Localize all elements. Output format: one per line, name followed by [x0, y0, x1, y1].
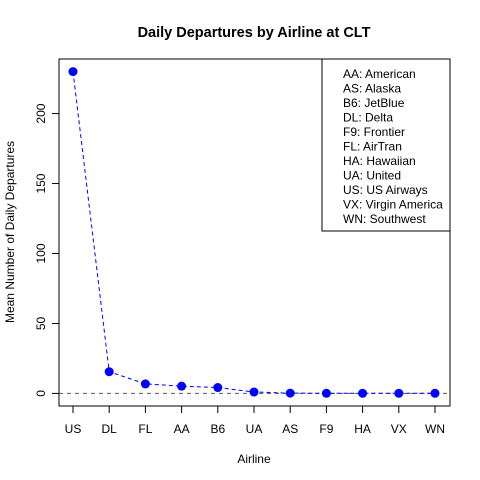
data-point-ha: [358, 389, 367, 398]
y-tick-label: 50: [34, 316, 48, 330]
legend-entry: UA: United: [343, 169, 401, 183]
y-axis-label: Mean Number of Daily Departures: [3, 141, 17, 323]
data-point-f9: [322, 389, 331, 398]
data-point-aa: [177, 382, 186, 391]
x-tick-label: WN: [425, 422, 445, 436]
data-point-dl: [105, 367, 114, 376]
x-tick-label: DL: [102, 422, 118, 436]
y-axis: 0 50 100 150 200: [34, 103, 59, 397]
x-tick-label: AS: [282, 422, 298, 436]
legend-entry: FL: AirTran: [343, 140, 402, 154]
chart-title: Daily Departures by Airline at CLT: [138, 25, 371, 41]
data-point-b6: [213, 383, 222, 392]
data-point-fl: [141, 379, 150, 388]
data-point-as: [286, 389, 295, 398]
x-tick-label: US: [65, 422, 82, 436]
y-tick-label: 150: [34, 173, 48, 193]
x-tick-label: AA: [174, 422, 190, 436]
legend-entry: WN: Southwest: [343, 212, 426, 226]
x-axis: US DL FL AA B6 UA AS F9 HA VX WN: [65, 406, 445, 436]
data-point-ua: [250, 388, 259, 397]
legend-entry: AS: Alaska: [343, 82, 401, 96]
legend-entry: DL: Delta: [343, 111, 393, 125]
data-point-vx: [394, 389, 403, 398]
legend-entry: F9: Frontier: [343, 125, 405, 139]
legend-entry: AA: American: [343, 67, 416, 81]
x-axis-label: Airline: [237, 452, 271, 466]
x-tick-label: F9: [319, 422, 333, 436]
legend-entry: VX: Virgin America: [343, 198, 443, 212]
x-tick-label: HA: [354, 422, 371, 436]
y-tick-label: 0: [34, 390, 48, 397]
x-tick-label: B6: [210, 422, 225, 436]
x-tick-label: FL: [138, 422, 152, 436]
y-tick-label: 100: [34, 243, 48, 263]
data-point-wn: [431, 389, 440, 398]
legend-entry: B6: JetBlue: [343, 96, 405, 110]
x-tick-label: UA: [246, 422, 263, 436]
x-tick-label: VX: [391, 422, 407, 436]
legend-entry: US: US Airways: [343, 183, 428, 197]
legend-entry: HA: Hawaiian: [343, 154, 416, 168]
data-point-us: [69, 67, 78, 76]
y-tick-label: 200: [34, 103, 48, 123]
